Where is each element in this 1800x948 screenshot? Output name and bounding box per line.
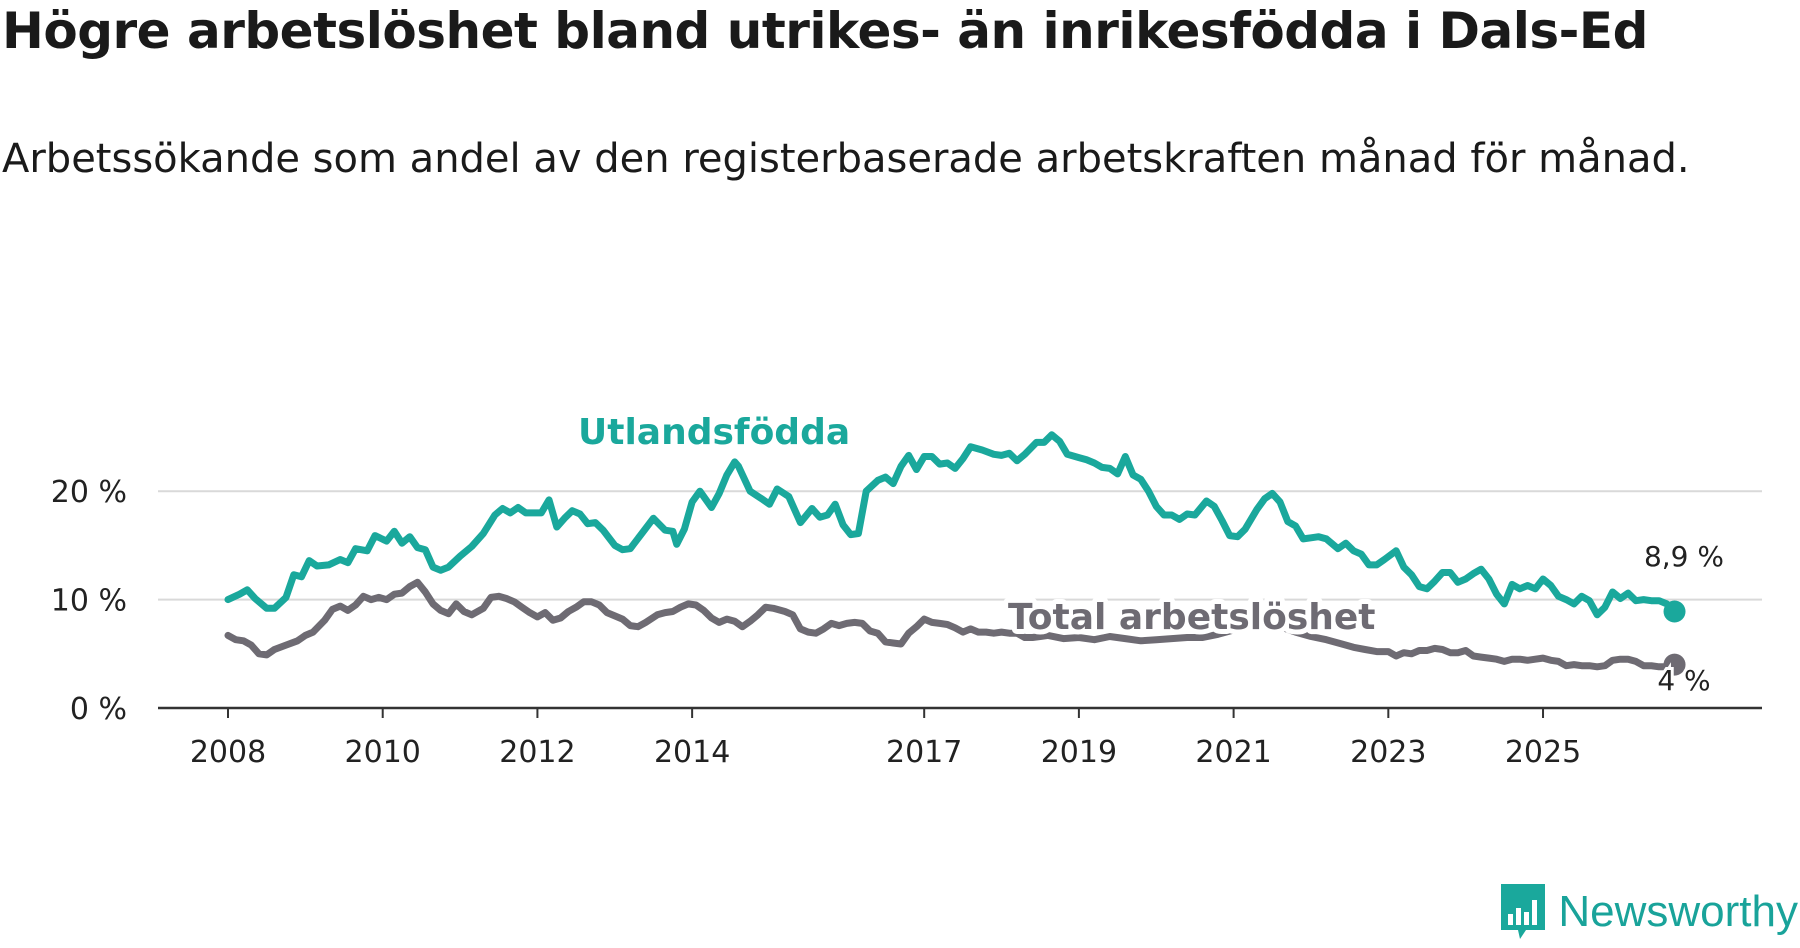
x-tick-label: 2012	[499, 735, 575, 770]
x-tick-label: 2019	[1041, 735, 1117, 770]
series-line-utlandsf-dda	[224, 431, 1678, 619]
x-tick-label: 2008	[190, 735, 266, 770]
newsworthy-logo-icon	[1501, 884, 1546, 939]
x-tick-label: 2014	[654, 735, 730, 770]
y-tick-label: 0 %	[70, 692, 127, 727]
series-lines	[224, 431, 1686, 676]
x-tick-label: 2021	[1195, 735, 1271, 770]
series-line-total-arbetsl-shet	[224, 578, 1678, 671]
brand-logo: Newsworthy	[1498, 882, 1798, 942]
chart-title: Högre arbetslöshet bland utrikes- än inr…	[2, 2, 1648, 60]
series-labels: Utlandsfödda Total arbetslöshet 8,9 % 4 %	[573, 407, 1727, 700]
y-axis-ticks: 0 % 10 % 20 %	[51, 475, 127, 727]
x-axis-ticks: 2008 2010 2012 2014 2017 2019 2021 2023 2025	[190, 708, 1581, 770]
end-value-label-foreign: 8,9 %	[1644, 540, 1724, 573]
series-endpoint-total-arbetsl-shet	[1663, 653, 1686, 676]
series-label-foreign: Utlandsfödda	[578, 412, 850, 453]
x-tick-label: 2017	[886, 735, 962, 770]
end-value-label-total: 4 %	[1657, 664, 1710, 697]
brand-name: Newsworthy	[1558, 887, 1798, 936]
y-tick-label: 20 %	[51, 475, 127, 510]
series-label-total: Total arbetslöshet	[1008, 597, 1376, 638]
y-tick-label: 10 %	[51, 584, 127, 619]
series-endpoint-utlandsf-dda	[1663, 600, 1686, 623]
x-tick-label: 2025	[1505, 735, 1581, 770]
chart-subtitle: Arbetssökande som andel av den registerb…	[2, 136, 1690, 182]
gridlines	[158, 490, 1762, 710]
x-tick-label: 2023	[1350, 735, 1426, 770]
x-tick-label: 2010	[345, 735, 421, 770]
